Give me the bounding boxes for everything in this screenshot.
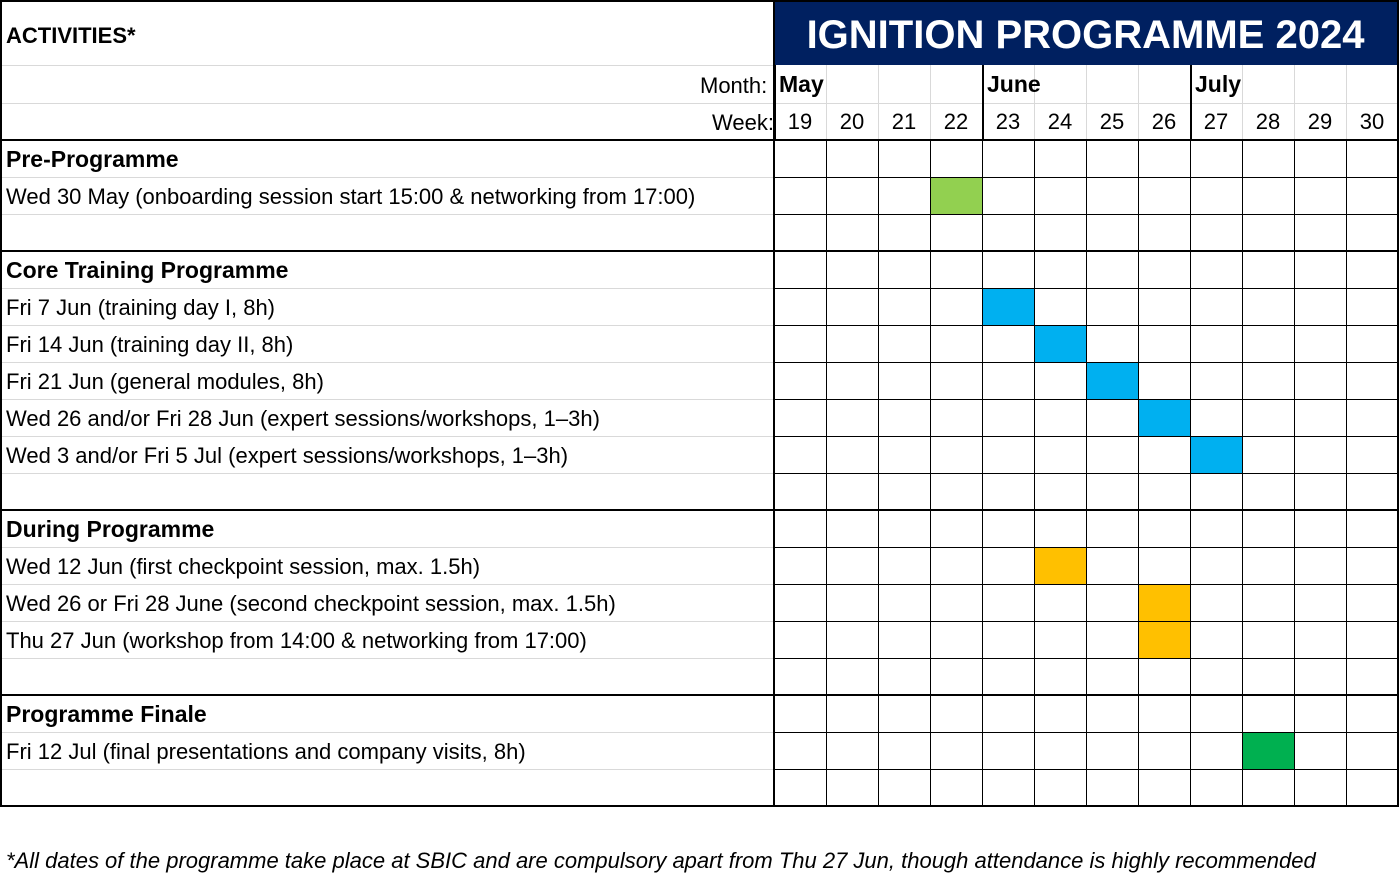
week-number: 29: [1307, 109, 1333, 134]
row-gridline: [0, 473, 774, 474]
border-bottom: [0, 805, 1399, 807]
week-number: 24: [1047, 109, 1073, 134]
page-title: IGNITION PROGRAMME 2024: [806, 13, 1365, 57]
header-gridline: [1086, 65, 1087, 140]
border-right: [1397, 0, 1399, 807]
month-separator: [1190, 65, 1192, 140]
section-title: Core Training Programme: [6, 257, 289, 283]
section-separator: [0, 509, 1398, 511]
schedule-bar: [1086, 362, 1138, 399]
header-gridline: [930, 65, 931, 140]
timeline-gridline: [1034, 140, 1035, 806]
row-gridline: [0, 288, 774, 289]
section-title: Programme Finale: [6, 701, 207, 727]
schedule-bar: [930, 177, 982, 214]
month-label: Month:: [700, 73, 768, 98]
timeline-gridline: [1086, 140, 1087, 806]
activity-item: Thu 27 Jun (workshop from 14:00 & networ…: [6, 628, 587, 653]
week-number: 19: [787, 109, 813, 134]
month-label-july: July: [1195, 71, 1242, 97]
row-gridline: [0, 177, 774, 178]
week-number: 30: [1359, 109, 1385, 134]
row-gridline: [0, 103, 774, 104]
schedule-bar: [1138, 584, 1190, 621]
activity-item: Wed 30 May (onboarding session start 15:…: [6, 184, 696, 209]
schedule-bar: [982, 288, 1034, 325]
timeline-gridline: [930, 140, 931, 806]
schedule-bar: [1138, 621, 1190, 658]
month-separator: [982, 65, 984, 140]
header-gridline: [826, 65, 827, 140]
activity-item: Fri 7 Jun (training day I, 8h): [6, 295, 276, 320]
header-gridline: [1242, 65, 1243, 140]
schedule-bar: [1138, 399, 1190, 436]
activity-item: Fri 14 Jun (training day II, 8h): [6, 332, 294, 357]
week-number: 23: [995, 109, 1021, 134]
section-separator: [0, 250, 1398, 252]
row-gridline: [0, 732, 774, 733]
month-separator: [774, 65, 776, 140]
row-gridline: [0, 769, 774, 770]
row-gridline: [0, 362, 774, 363]
timeline-gridline: [1190, 140, 1191, 806]
row-gridline: [0, 325, 774, 326]
row-gridline: [0, 584, 774, 585]
activity-item: Wed 26 or Fri 28 June (second checkpoint…: [6, 591, 616, 616]
week-number: 22: [943, 109, 969, 134]
header-gridline: [1346, 65, 1347, 140]
row-gridline: [0, 547, 774, 548]
week-number: 28: [1255, 109, 1281, 134]
activities-header: ACTIVITIES*: [6, 23, 136, 48]
week-number: 20: [839, 109, 865, 134]
activity-item: Wed 26 and/or Fri 28 Jun (expert session…: [6, 406, 600, 431]
month-label-june: June: [987, 71, 1041, 97]
week-number: 27: [1203, 109, 1229, 134]
row-gridline: [0, 399, 774, 400]
timeline-gridline: [1294, 140, 1295, 806]
header-gridline: [1138, 65, 1139, 140]
week-number: 21: [891, 109, 917, 134]
row-gridline: [0, 621, 774, 622]
section-separator: [0, 694, 1398, 696]
header-gridline: [878, 65, 879, 140]
border-top: [0, 0, 1398, 2]
schedule-bar: [1242, 732, 1294, 769]
schedule-bar: [1190, 436, 1242, 473]
row-gridline: [0, 658, 774, 659]
timeline-gridline: [1346, 140, 1347, 806]
header-gridline: [1034, 65, 1035, 140]
row-gridline: [0, 65, 774, 66]
activity-item: Fri 12 Jul (final presentations and comp…: [6, 739, 526, 764]
header-gridline: [1294, 65, 1295, 140]
title-banner: [774, 2, 1397, 65]
timeline-gridline: [1242, 140, 1243, 806]
activity-item: Wed 12 Jun (first checkpoint session, ma…: [6, 554, 481, 579]
section-title: During Programme: [6, 516, 215, 542]
footnote: *All dates of the programme take place a…: [6, 848, 1316, 873]
border-left: [0, 0, 2, 807]
week-label: Week:: [712, 110, 774, 135]
week-number: 25: [1099, 109, 1125, 134]
section-title: Pre-Programme: [6, 146, 179, 172]
timeline-gridline: [826, 140, 827, 806]
row-gridline: [0, 436, 774, 437]
schedule-bar: [1034, 325, 1086, 362]
row-gridline: [0, 214, 774, 215]
activity-column-divider: [773, 0, 775, 807]
month-label-may: May: [779, 71, 824, 97]
timeline-gridline: [878, 140, 879, 806]
activity-item: Fri 21 Jun (general modules, 8h): [6, 369, 324, 394]
timeline-gridline: [982, 140, 983, 806]
header-divider: [0, 139, 1398, 141]
activity-item: Wed 3 and/or Fri 5 Jul (expert sessions/…: [6, 443, 569, 468]
schedule-bar: [1034, 547, 1086, 584]
timeline-gridline: [1138, 140, 1139, 806]
week-number: 26: [1151, 109, 1177, 134]
